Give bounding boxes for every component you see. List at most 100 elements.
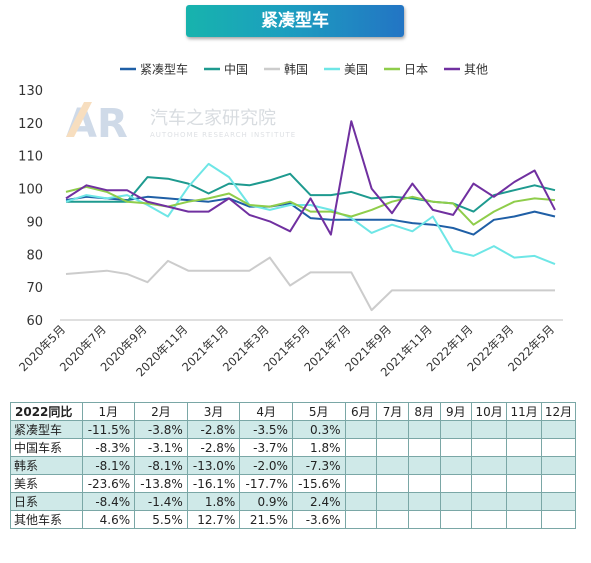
series-line-6 (65, 120, 556, 236)
table-cell (439, 438, 473, 457)
plot-lines (65, 120, 556, 312)
table-cell (439, 420, 473, 439)
table-cell: 5.5% (134, 510, 188, 529)
table-cell: -3.6% (291, 510, 346, 529)
series-line-4 (65, 162, 556, 266)
table-cell: 2.4% (291, 492, 346, 511)
legend-label: 其他 (464, 63, 488, 77)
y-tick-label: 90 (26, 215, 43, 230)
table-cell (541, 456, 576, 475)
y-tick-label: 80 (26, 248, 43, 263)
month-header: 6月 (344, 402, 378, 421)
row-label: 美系 (10, 474, 83, 493)
watermark-en-text: AUTOHOME RESEARCH INSTITUTE (150, 131, 296, 139)
table-cell: 21.5% (239, 510, 293, 529)
month-header: 7月 (376, 402, 409, 421)
y-tick-label: 100 (18, 183, 43, 198)
table-cell (471, 474, 508, 493)
month-header: 11月 (506, 402, 543, 421)
yoy-table: 2022同比 1月 2月 3月 4月 5月 6月 7月 8月 9月 10月 11月 12月 紧凑型车 -1… (10, 402, 576, 529)
x-axis: 2020年5月2020年7月2020年9月2020年11月2021年1月2021… (16, 319, 563, 379)
table-cell: -11.5% (81, 420, 136, 439)
table-cell (407, 492, 441, 511)
table-cell: -3.5% (239, 420, 293, 439)
table-cell (506, 510, 543, 529)
table-cell: -3.1% (134, 438, 188, 457)
table-cell: -8.4% (81, 492, 136, 511)
month-header: 4月 (239, 402, 293, 421)
table-cell: -1.4% (134, 492, 188, 511)
table-cell (376, 456, 409, 475)
table-cell: -2.8% (186, 438, 241, 457)
series-line-2 (66, 172, 556, 213)
y-tick-label: 60 (26, 314, 43, 329)
month-header: 2月 (134, 402, 188, 421)
table-cell: -3.8% (134, 420, 188, 439)
y-axis: 60 70 80 90 100 110 120 130 (18, 84, 43, 329)
legend-label: 韩国 (284, 62, 308, 77)
table-cell (344, 492, 378, 511)
table-cell (376, 492, 409, 511)
table-cell (407, 474, 441, 493)
table-cell (506, 492, 543, 511)
row-label: 韩系 (10, 456, 83, 475)
table-cell (439, 456, 473, 475)
table-row: 日系 -8.4% -1.4% 1.8% 0.9% 2.4% (10, 492, 576, 511)
legend-label: 美国 (344, 63, 368, 77)
table-cell (344, 438, 378, 457)
watermark-logo: AR 汽车之家研究院 AUTOHOME RESEARCH INSTITUTE (66, 101, 296, 147)
table-cell (506, 420, 543, 439)
row-label: 其他车系 (10, 510, 83, 529)
row-label: 中国车系 (10, 438, 83, 457)
table-cell: 12.7% (186, 510, 241, 529)
table-cell: -17.7% (239, 474, 293, 493)
table-cell (439, 510, 473, 529)
table-cell (541, 510, 576, 529)
y-tick-label: 120 (18, 117, 43, 132)
table-cell (541, 474, 576, 493)
table-cell (506, 456, 543, 475)
table-cell (376, 510, 409, 529)
table-row: 中国车系 -8.3% -3.1% -2.8% -3.7% 1.8% (10, 438, 576, 457)
month-header: 8月 (407, 402, 441, 421)
table-cell (376, 474, 409, 493)
chart-title: 紧凑型车 (186, 5, 404, 37)
table-corner-header: 2022同比 (10, 402, 83, 421)
table-cell: -13.0% (186, 456, 241, 475)
table-cell: -8.1% (134, 456, 188, 475)
month-header: 3月 (186, 402, 241, 421)
table-cell (344, 420, 378, 439)
table-cell (376, 438, 409, 457)
table-header-row: 2022同比 1月 2月 3月 4月 5月 6月 7月 8月 9月 10月 11月 12月 (10, 402, 576, 421)
table-cell: -2.8% (186, 420, 241, 439)
table-cell (541, 438, 576, 457)
table-cell (376, 420, 409, 439)
table-cell (471, 492, 508, 511)
row-label: 紧凑型车 (10, 420, 83, 439)
table-cell (344, 474, 378, 493)
table-cell (407, 456, 441, 475)
table-cell: 1.8% (291, 438, 346, 457)
y-tick-label: 130 (18, 84, 43, 99)
table-cell (471, 438, 508, 457)
legend-label: 日本 (404, 63, 428, 77)
table-cell: -16.1% (186, 474, 241, 493)
legend-label: 中国 (224, 62, 248, 77)
table-cell (439, 492, 473, 511)
table-cell: -3.7% (239, 438, 293, 457)
table-cell (541, 492, 576, 511)
watermark-cn-text: 汽车之家研究院 (150, 108, 276, 129)
table-cell: -7.3% (291, 456, 346, 475)
table-cell (541, 420, 576, 439)
table-cell: -13.8% (134, 474, 188, 493)
table-cell: 0.9% (239, 492, 293, 511)
table-cell (471, 420, 508, 439)
chart-legend: 紧凑型车 中国 韩国 美国 日本 其他 (120, 62, 488, 77)
table-cell (506, 438, 543, 457)
series-line-1 (65, 195, 556, 236)
table-cell (344, 510, 378, 529)
series-line-3 (65, 256, 555, 312)
table-row: 其他车系 4.6% 5.5% 12.7% 21.5% -3.6% (10, 510, 576, 529)
table-cell: 0.3% (291, 420, 346, 439)
table-row: 美系 -23.6% -13.8% -16.1% -17.7% -15.6% (10, 474, 576, 493)
